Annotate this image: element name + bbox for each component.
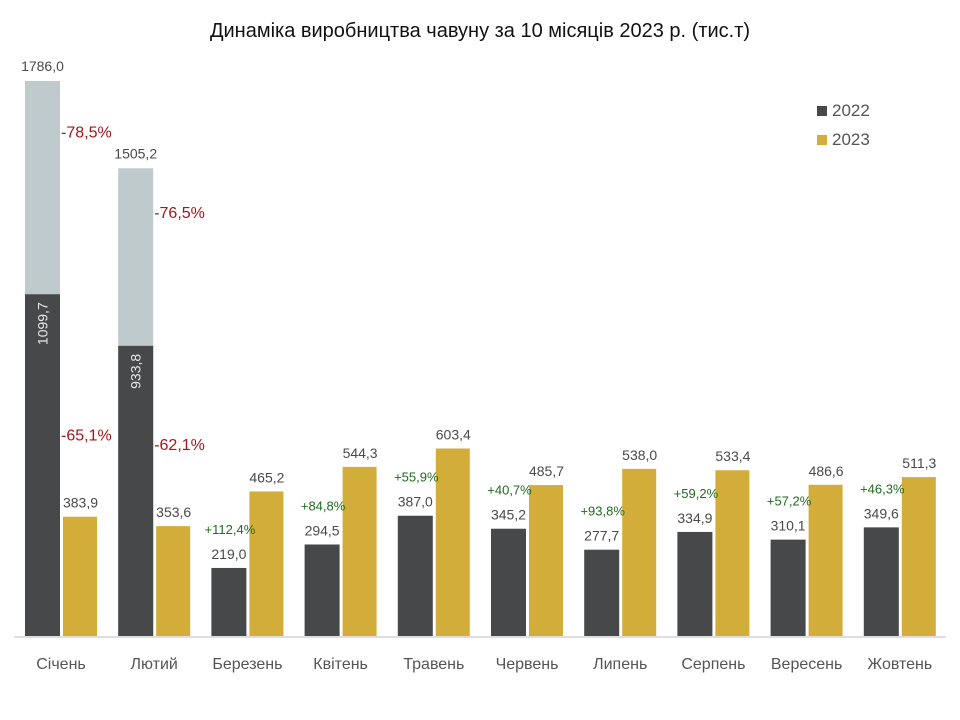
change-label: -65,1% — [61, 428, 112, 445]
bar-2023 — [63, 516, 97, 636]
bar-2022 — [25, 294, 60, 636]
legend-item-2022: 2022 — [817, 96, 870, 125]
change-label: +84,8% — [301, 498, 346, 513]
value-label-2022: 933,8 — [128, 354, 144, 389]
legend: 2022 2023 — [817, 96, 870, 154]
value-label-2022: 345,2 — [491, 507, 526, 523]
change-label: +46,3% — [860, 481, 905, 496]
category-label: Травень — [403, 656, 464, 673]
bar-2022 — [863, 527, 899, 636]
chart-title: Динаміка виробництва чавуну за 10 місяці… — [209, 20, 751, 42]
category-label: Серпень — [681, 656, 745, 673]
value-label-2022: 334,9 — [677, 510, 712, 526]
value-label-2023: 353,6 — [156, 504, 191, 520]
bar-2023 — [808, 484, 843, 636]
bar-2022 — [584, 549, 620, 636]
value-label-2022: 1099,7 — [35, 302, 51, 345]
bar-2022 — [118, 345, 154, 636]
legend-swatch-2023 — [817, 134, 827, 145]
bar-2023 — [435, 448, 470, 636]
bar-2023 — [622, 468, 657, 636]
category-label: Січень — [36, 656, 86, 673]
bar-2022 — [211, 567, 247, 636]
value-label-2023: 383,9 — [63, 495, 98, 511]
bar-2022 — [304, 544, 340, 636]
value-label-2022: 294,5 — [305, 522, 340, 538]
labels-layer: 1786,0 -78,5% 1099,7 -65,1% 383,9 Січень 1505,… — [21, 58, 936, 673]
bar-2022 — [491, 528, 526, 636]
value-label-2021: 1786,0 — [21, 58, 64, 74]
value-label-2023: 486,6 — [809, 463, 844, 479]
change-label: +112,4% — [205, 522, 256, 537]
bar-2023 — [156, 526, 191, 636]
value-label-2023: 538,0 — [622, 447, 657, 463]
legend-swatch-2022 — [817, 105, 827, 116]
value-label-2023: 465,2 — [249, 469, 284, 485]
value-label-2023: 533,4 — [715, 448, 750, 464]
value-label-2023: 544,3 — [343, 445, 378, 461]
bar-2022 — [770, 539, 806, 636]
bars-layer — [25, 81, 936, 637]
bar-2022 — [397, 515, 433, 636]
change-label-vs-2021: -78,5% — [61, 125, 112, 142]
change-label: +55,9% — [394, 470, 439, 485]
bar-2022 — [677, 531, 713, 636]
category-label: Жовтень — [867, 656, 932, 673]
value-label-2022: 310,1 — [771, 518, 806, 534]
category-label: Квітень — [313, 656, 368, 673]
value-label-2023: 511,3 — [902, 455, 936, 471]
value-label-2022: 219,0 — [211, 546, 246, 562]
change-label: +59,2% — [674, 486, 719, 501]
legend-item-2023: 2023 — [817, 125, 870, 154]
category-label: Лютий — [131, 656, 178, 673]
bar-2023 — [901, 477, 936, 636]
legend-label-2023: 2023 — [832, 129, 870, 149]
change-label: -62,1% — [154, 437, 205, 454]
value-label-2023: 485,7 — [529, 463, 564, 479]
value-label-2023: 603,4 — [436, 426, 471, 442]
change-label: +57,2% — [767, 494, 812, 509]
legend-label-2022: 2022 — [832, 100, 870, 120]
value-label-2022: 349,6 — [864, 505, 899, 521]
value-label-2022: 387,0 — [398, 494, 433, 510]
bar-2023 — [715, 470, 750, 636]
category-label: Вересень — [771, 656, 842, 673]
change-label-vs-2021: -76,5% — [154, 205, 205, 222]
value-label-2022: 277,7 — [584, 528, 619, 544]
bar-2023 — [342, 466, 377, 636]
change-label: +40,7% — [487, 483, 532, 498]
category-label: Липень — [593, 656, 647, 673]
bar-2023 — [529, 485, 563, 636]
value-label-2021: 1505,2 — [114, 145, 157, 161]
bar-2023 — [249, 491, 284, 636]
category-label: Березень — [212, 656, 282, 673]
category-label: Червень — [496, 656, 559, 673]
change-label: +93,8% — [580, 504, 625, 519]
